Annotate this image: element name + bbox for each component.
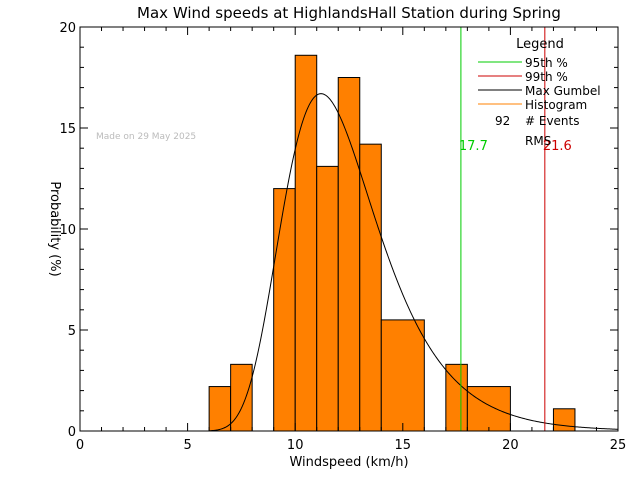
- x-tick-label: 25: [610, 438, 627, 453]
- legend-rms-label: RMS: [525, 134, 551, 148]
- x-axis-label: Windspeed (km/h): [289, 455, 408, 470]
- histogram-bar-4: [316, 165, 339, 432]
- histogram-bar-2: [273, 188, 296, 432]
- legend-entry-label: Max Gumbel: [525, 84, 601, 98]
- histogram-bar-7: [380, 319, 425, 432]
- legend-entry-label: 95th %: [525, 56, 568, 70]
- y-tick-label: 15: [59, 122, 76, 137]
- legend-title: Legend: [516, 37, 564, 52]
- made-on-annotation: Made on 29 May 2025: [96, 132, 196, 142]
- axes: 0 5 10 15 20 25 0 5 10 15 20: [59, 21, 626, 453]
- y-axis-label: Probability (%): [47, 181, 62, 276]
- percentile-95-label: 17.7: [459, 139, 488, 154]
- x-tick-label: 10: [287, 438, 304, 453]
- histogram-bar-6: [359, 143, 382, 432]
- y-tick-label: 10: [59, 223, 76, 238]
- x-tick-label: 20: [502, 438, 519, 453]
- histogram-bar-0: [208, 386, 232, 432]
- x-tick-label: 15: [395, 438, 412, 453]
- legend-events-label: # Events: [525, 114, 580, 128]
- percentile-99-label: 21.6: [543, 139, 572, 154]
- x-tick-label: 5: [183, 438, 191, 453]
- gumbel-curve: [209, 93, 619, 432]
- gumbel-curve-layer: [209, 93, 619, 432]
- histogram-bars: [208, 54, 576, 432]
- y-tick-label: 20: [59, 21, 76, 36]
- legend-entry-label: 99th %: [525, 70, 568, 84]
- chart-title: Max Wind speeds at HighlandsHall Station…: [137, 4, 561, 22]
- percentile-lines: 17.7 21.6: [459, 27, 572, 431]
- x-tick-label: 0: [76, 438, 84, 453]
- y-tick-label: 5: [68, 324, 76, 339]
- legend-entry-label: Histogram: [525, 98, 587, 112]
- legend-events-count: 92: [495, 114, 510, 128]
- histogram-bar-9: [466, 386, 511, 432]
- y-tick-label: 0: [68, 425, 76, 440]
- histogram-bar-10: [552, 408, 576, 432]
- histogram-bar-5: [337, 77, 361, 432]
